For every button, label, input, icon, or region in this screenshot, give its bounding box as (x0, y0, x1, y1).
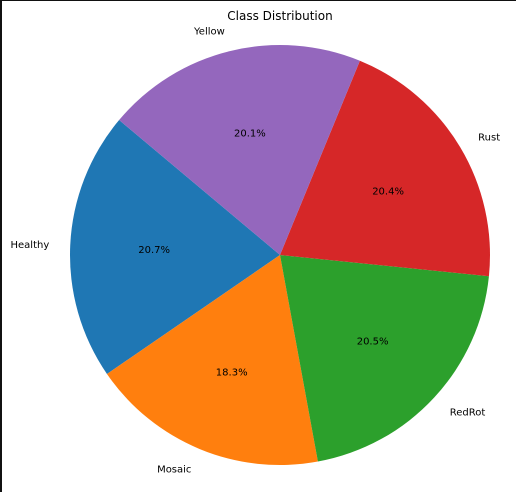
pct-label-yellow: 20.1% (234, 129, 266, 140)
pie-slice-rust (280, 60, 491, 277)
slice-label-mosaic: Mosaic (157, 464, 191, 475)
pct-label-healthy: 20.7% (138, 245, 170, 256)
pie-slice-yellow (119, 45, 360, 255)
pie-slice-mosaic (106, 255, 318, 465)
chart-title: Class Distribution (227, 9, 332, 23)
slice-label-redrot: RedRot (450, 408, 486, 419)
pie-slice-redrot (280, 255, 489, 462)
slice-label-healthy: Healthy (10, 240, 49, 251)
pie-labels: Healthy 20.7% Mosaic 18.3% RedRot 20.5% Rust 20… (10, 27, 500, 476)
pct-label-rust: 20.4% (372, 186, 404, 197)
slice-label-yellow: Yellow (193, 27, 225, 38)
pct-label-mosaic: 18.3% (216, 367, 248, 378)
pct-label-redrot: 20.5% (357, 336, 389, 347)
pie-slices (69, 45, 491, 465)
slice-label-rust: Rust (478, 132, 500, 143)
pie-slice-healthy (69, 120, 280, 375)
